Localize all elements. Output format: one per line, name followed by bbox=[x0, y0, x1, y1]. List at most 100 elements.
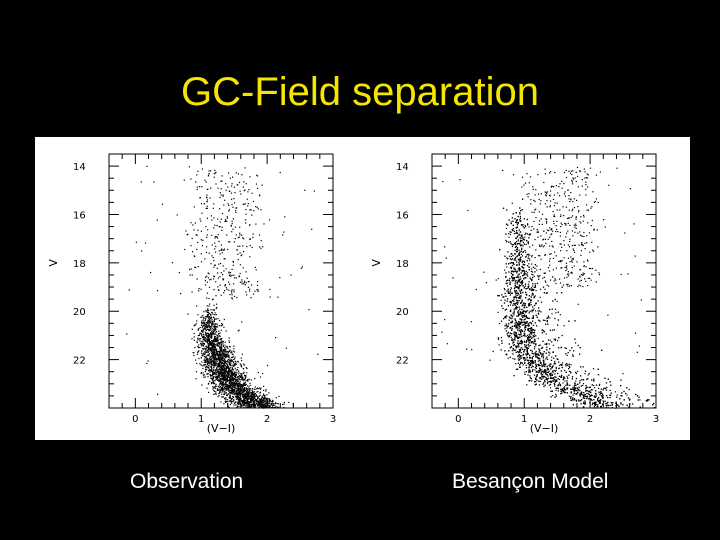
data-point bbox=[520, 361, 522, 363]
data-point bbox=[210, 363, 212, 365]
data-point bbox=[228, 389, 230, 391]
data-point bbox=[205, 368, 207, 370]
data-point bbox=[207, 334, 209, 336]
data-point bbox=[209, 332, 212, 334]
data-point bbox=[224, 357, 226, 359]
data-point bbox=[512, 230, 514, 232]
data-point bbox=[225, 219, 227, 221]
data-point bbox=[230, 385, 232, 387]
data-point bbox=[208, 328, 210, 331]
data-point bbox=[511, 258, 514, 260]
data-point bbox=[247, 380, 249, 382]
data-point bbox=[241, 399, 243, 401]
data-point bbox=[200, 372, 202, 374]
data-point bbox=[262, 404, 264, 406]
data-point bbox=[257, 397, 259, 399]
data-point bbox=[272, 407, 274, 409]
data-point bbox=[215, 307, 217, 310]
data-point bbox=[230, 390, 233, 392]
data-point bbox=[235, 393, 237, 395]
data-point bbox=[230, 225, 232, 227]
data-point bbox=[515, 305, 517, 307]
data-point bbox=[210, 364, 212, 366]
data-point bbox=[221, 213, 224, 215]
data-point bbox=[207, 320, 209, 322]
data-point bbox=[206, 201, 208, 203]
data-point bbox=[220, 342, 222, 344]
data-point bbox=[224, 374, 226, 376]
data-point bbox=[241, 254, 243, 256]
data-point bbox=[261, 403, 263, 405]
data-point bbox=[244, 383, 246, 385]
data-point bbox=[511, 315, 513, 317]
data-point bbox=[238, 393, 240, 395]
data-point bbox=[536, 379, 538, 381]
data-point bbox=[226, 346, 229, 348]
data-point bbox=[242, 383, 244, 385]
data-point bbox=[208, 338, 210, 340]
data-point bbox=[582, 384, 584, 386]
data-point bbox=[209, 380, 211, 382]
data-point bbox=[221, 396, 223, 398]
data-point bbox=[526, 272, 529, 274]
data-point bbox=[253, 400, 255, 402]
data-point bbox=[255, 223, 257, 225]
data-point bbox=[221, 252, 223, 254]
data-point bbox=[210, 187, 212, 189]
data-point bbox=[207, 323, 209, 325]
data-point bbox=[211, 255, 213, 257]
data-point bbox=[214, 237, 216, 239]
data-point bbox=[207, 344, 210, 346]
data-point bbox=[210, 334, 212, 336]
data-point bbox=[250, 391, 252, 394]
data-point bbox=[228, 241, 230, 243]
data-point bbox=[146, 165, 148, 167]
data-point bbox=[251, 400, 253, 402]
data-point bbox=[243, 368, 245, 370]
data-point bbox=[238, 396, 240, 398]
data-point bbox=[239, 226, 241, 228]
data-point bbox=[231, 359, 233, 361]
data-point bbox=[223, 258, 225, 260]
data-point bbox=[554, 381, 556, 383]
data-point bbox=[230, 375, 232, 377]
data-point bbox=[206, 316, 209, 318]
data-point bbox=[555, 366, 557, 369]
data-point bbox=[221, 229, 223, 231]
data-point bbox=[246, 407, 248, 409]
data-point bbox=[277, 403, 279, 405]
data-point bbox=[212, 352, 214, 354]
data-point bbox=[224, 386, 226, 388]
data-point bbox=[236, 385, 238, 387]
data-point bbox=[230, 192, 232, 194]
data-point bbox=[207, 360, 209, 362]
data-point bbox=[202, 319, 204, 321]
data-point bbox=[193, 354, 195, 357]
data-point bbox=[575, 380, 577, 382]
data-point bbox=[161, 203, 164, 205]
data-point bbox=[527, 347, 529, 349]
data-point bbox=[214, 348, 216, 350]
data-point bbox=[594, 407, 597, 409]
data-point bbox=[517, 258, 519, 260]
data-point bbox=[515, 270, 517, 272]
data-point bbox=[573, 350, 575, 352]
data-point bbox=[197, 335, 199, 337]
data-point bbox=[215, 359, 218, 361]
data-point bbox=[237, 403, 240, 405]
data-point bbox=[543, 382, 545, 384]
data-point bbox=[248, 386, 250, 388]
data-point bbox=[594, 401, 596, 403]
data-point bbox=[224, 370, 226, 372]
data-point bbox=[218, 384, 221, 386]
data-point bbox=[212, 356, 215, 359]
data-point bbox=[219, 276, 221, 278]
data-point bbox=[212, 324, 214, 326]
data-point bbox=[534, 369, 536, 371]
data-point bbox=[573, 399, 575, 401]
data-point bbox=[515, 327, 517, 329]
data-point bbox=[538, 384, 540, 386]
data-point bbox=[218, 392, 220, 394]
data-point bbox=[219, 351, 221, 353]
data-point bbox=[210, 322, 212, 324]
